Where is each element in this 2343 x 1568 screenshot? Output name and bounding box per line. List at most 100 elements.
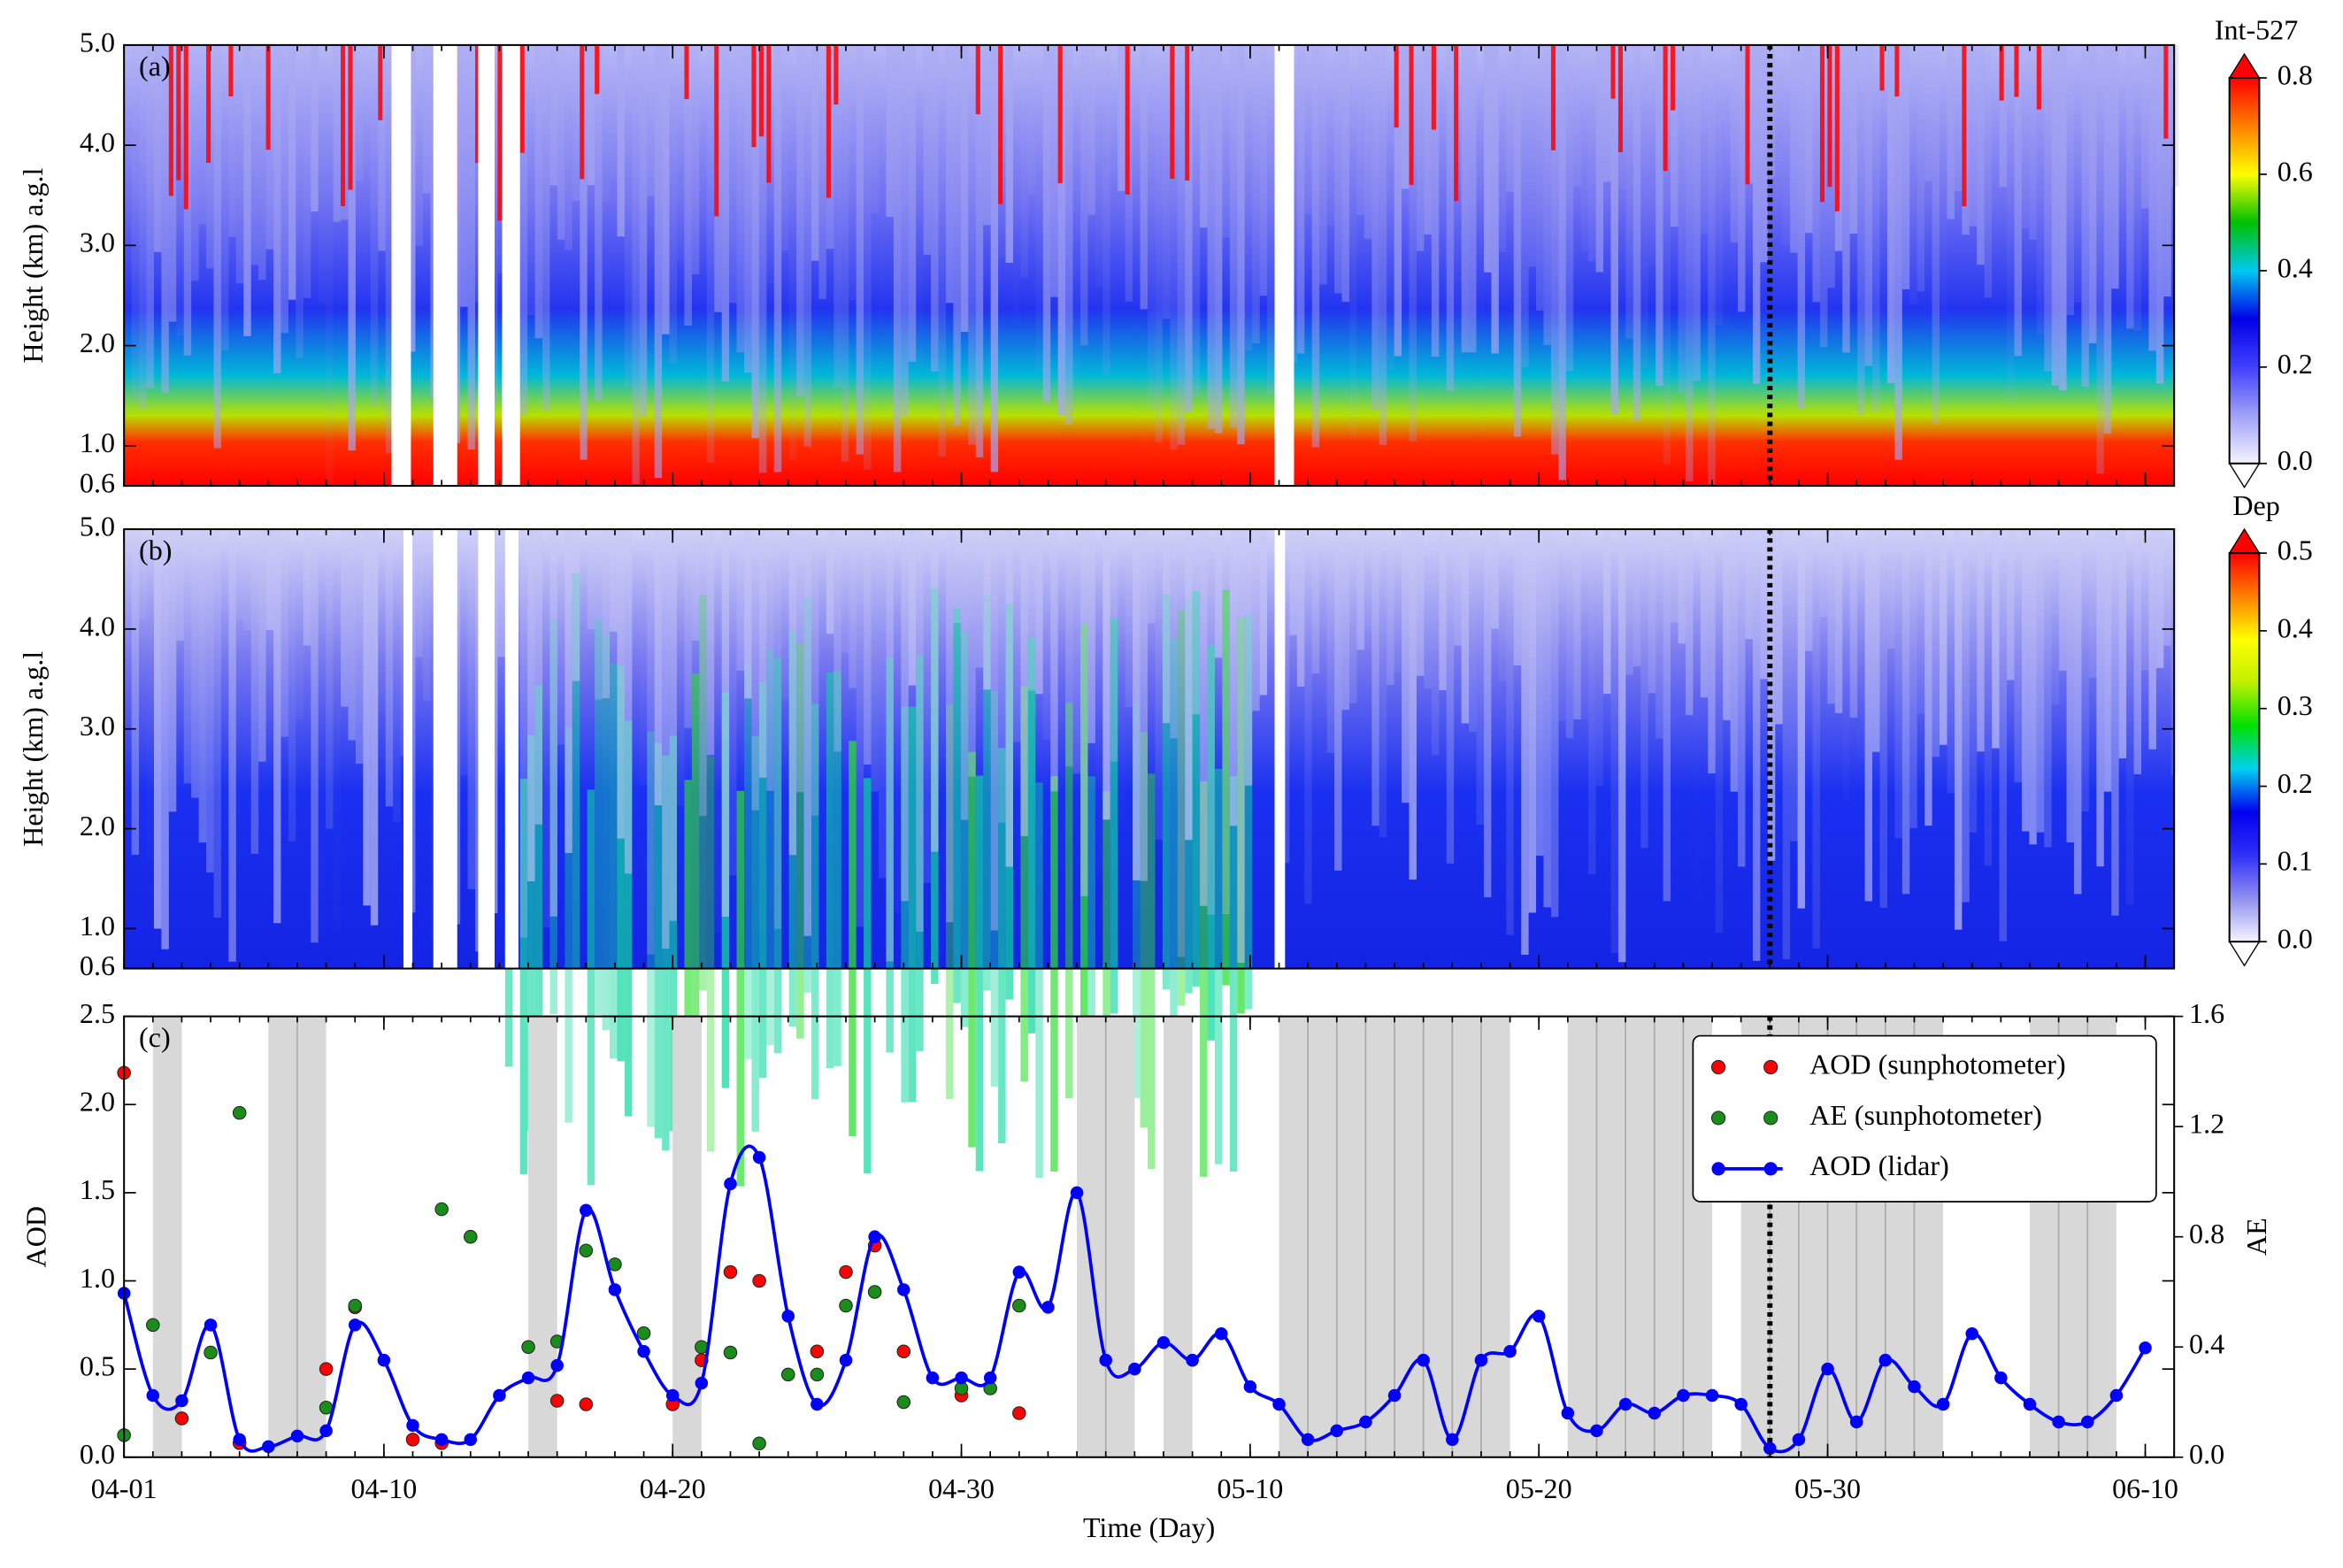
heatmap-texture — [2059, 529, 2067, 671]
data-point — [233, 1433, 246, 1447]
heatmap-texture — [2111, 44, 2119, 289]
heatmap-texture — [1192, 529, 1201, 715]
data-gap — [433, 44, 457, 487]
y2-tick-label: 0.4 — [2189, 1328, 2224, 1360]
heatmap-texture — [751, 44, 759, 439]
data-point — [839, 1298, 853, 1313]
heatmap-texture — [624, 529, 633, 874]
colorbar — [2229, 553, 2260, 942]
heatmap-texture — [788, 529, 797, 856]
heatmap-texture — [2021, 529, 2030, 832]
data-point — [1677, 1388, 1690, 1403]
colorbar-tick-label: 0.8 — [2278, 58, 2313, 90]
heatmap-texture — [1819, 44, 1824, 203]
heatmap-texture — [1013, 45, 1020, 322]
heatmap-texture — [1977, 44, 1985, 265]
heatmap-texture — [736, 529, 745, 671]
heatmap-texture — [990, 691, 999, 1088]
heatmap-texture — [773, 657, 782, 1054]
heatmap-texture — [1402, 529, 1410, 803]
heatmap-texture — [1506, 529, 1514, 935]
data-point — [1417, 1353, 1430, 1367]
heatmap-texture — [311, 44, 319, 212]
data-gap — [478, 529, 495, 969]
heatmap-texture — [1790, 529, 1798, 842]
data-gap — [1274, 44, 1294, 487]
data-point — [1792, 1433, 1806, 1447]
heatmap-texture — [1140, 732, 1148, 1128]
heatmap-texture — [1671, 529, 1679, 623]
heatmap-texture — [542, 44, 550, 411]
data-point — [319, 1362, 334, 1376]
heatmap-texture — [1267, 529, 1274, 639]
data-point — [521, 1371, 535, 1385]
heatmap-texture — [714, 44, 719, 217]
data-point — [174, 1411, 189, 1426]
heatmap-texture — [393, 529, 401, 823]
heatmap-texture — [1655, 44, 1663, 387]
heatmap-texture — [1229, 776, 1238, 1172]
heatmap-texture — [901, 529, 909, 902]
data-point — [724, 1177, 737, 1191]
data-point — [1272, 1397, 1286, 1411]
shaded-period — [528, 1016, 557, 1457]
heatmap-texture — [1812, 529, 1820, 949]
heatmap-texture — [1133, 529, 1141, 880]
heatmap-texture — [1364, 529, 1372, 630]
heatmap-texture — [2133, 529, 2142, 775]
heatmap-texture — [1057, 44, 1063, 184]
heatmap-texture — [1610, 44, 1616, 99]
heatmap-texture — [1185, 529, 1193, 841]
heatmap-texture — [1259, 529, 1268, 696]
colorbar-title: Int-527 — [2215, 14, 2298, 46]
heatmap-texture — [153, 44, 162, 252]
heatmap-texture — [1901, 529, 1910, 895]
heatmap-texture — [1296, 44, 1305, 354]
y-tick-label: 0.6 — [80, 466, 115, 498]
heatmap-texture — [975, 44, 984, 457]
y-tick-label: 2.0 — [80, 1086, 115, 1118]
legend-label: AOD (lidar) — [1809, 1149, 1949, 1181]
heatmap-texture — [849, 529, 857, 688]
heatmap-texture — [1416, 44, 1425, 251]
data-point — [2081, 1415, 2094, 1429]
heatmap-texture — [2066, 44, 2075, 316]
heatmap-texture — [1693, 529, 1700, 902]
heatmap-texture — [1469, 529, 1477, 732]
heatmap-texture — [796, 529, 804, 793]
heatmap-texture — [1177, 610, 1186, 1006]
heatmap-texture — [2014, 44, 2022, 357]
heatmap-texture — [1259, 44, 1268, 296]
heatmap-texture — [1498, 529, 1507, 681]
heatmap-texture — [998, 44, 1003, 204]
heatmap-texture — [1573, 529, 1581, 720]
heatmap-texture — [1409, 44, 1414, 185]
heatmap-texture — [1932, 44, 1940, 425]
data-point — [867, 1285, 882, 1299]
heatmap-texture — [2148, 44, 2156, 351]
heatmap-texture — [1371, 529, 1379, 826]
heatmap-texture — [519, 779, 528, 1175]
heatmap-texture — [1886, 529, 1895, 649]
heatmap-texture — [729, 44, 737, 304]
heatmap-texture — [1969, 44, 1978, 227]
x-tick-label: 04-01 — [91, 1472, 157, 1504]
heatmap-texture — [886, 657, 894, 1053]
data-point — [1878, 1353, 1893, 1367]
data-point — [1012, 1265, 1026, 1279]
legend-label: AOD (sunphotometer) — [1809, 1048, 2066, 1080]
heatmap-texture — [901, 706, 909, 1103]
heatmap-texture — [1543, 529, 1551, 908]
data-point — [579, 1397, 594, 1411]
heatmap-texture — [415, 529, 423, 657]
heatmap-texture — [1528, 529, 1537, 913]
heatmap-texture — [1079, 44, 1088, 346]
data-point — [493, 1388, 506, 1403]
heatmap-texture — [1147, 44, 1156, 411]
x-tick-label: 04-10 — [350, 1472, 417, 1504]
data-point — [434, 1433, 449, 1447]
heatmap-texture — [1177, 44, 1186, 445]
heatmap-texture — [378, 44, 383, 120]
